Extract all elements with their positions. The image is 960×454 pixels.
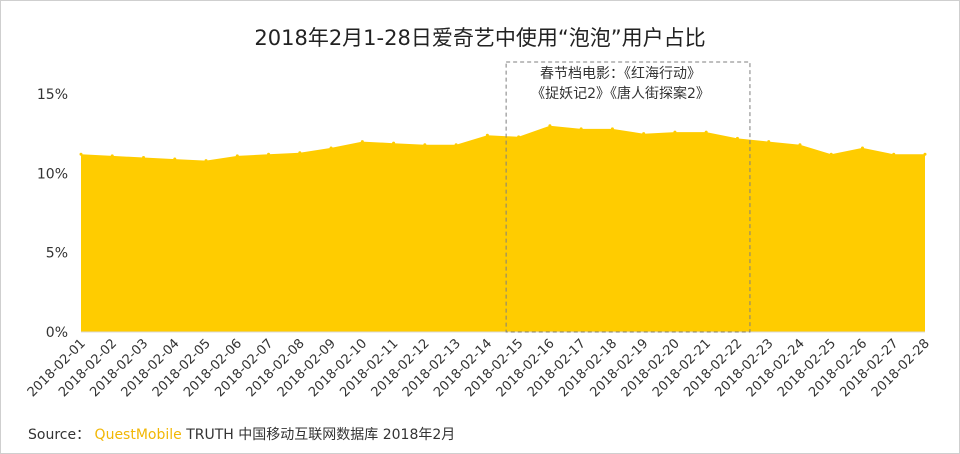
data-point [329, 146, 333, 150]
y-tick-label: 5% [46, 246, 68, 262]
data-point [923, 152, 927, 156]
data-point [829, 152, 833, 156]
annotation-box [505, 61, 751, 333]
data-point [735, 136, 739, 140]
data-point [642, 132, 646, 136]
data-point [267, 152, 271, 156]
y-tick-label: 10% [37, 166, 68, 182]
data-point [892, 152, 896, 156]
data-point [298, 151, 302, 155]
y-tick-label: 0% [46, 325, 68, 341]
chart-title: 2018年2月1-28日爱奇艺中使用“泡泡”用户占比 [254, 26, 706, 50]
data-point [767, 140, 771, 144]
data-point [204, 159, 208, 163]
data-point [579, 127, 583, 131]
source-brand: QuestMobile [94, 427, 182, 443]
area-fill [81, 125, 925, 332]
data-point [610, 127, 614, 131]
annotation-rect [505, 61, 751, 333]
data-point [704, 130, 708, 134]
x-axis: 2018-02-012018-02-022018-02-032018-02-04… [25, 336, 933, 400]
source-prefix: Source： [28, 427, 91, 443]
data-point [235, 154, 239, 158]
data-point [110, 154, 114, 158]
data-point [860, 146, 864, 150]
source-text: TRUTH 中国移动互联网数据库 2018年2月 [186, 427, 456, 443]
data-point [485, 133, 489, 137]
data-point [423, 143, 427, 147]
data-point [517, 135, 521, 139]
annotation-line-2: 《捉妖记2》《唐人街探案2》 [531, 86, 710, 102]
data-point [142, 155, 146, 159]
y-tick-label: 15% [37, 87, 68, 103]
data-point [79, 152, 83, 156]
data-point [454, 143, 458, 147]
data-point [673, 130, 677, 134]
data-point [798, 143, 802, 147]
annotation-line-1: 春节档电影：《红海行动》 [540, 66, 701, 82]
y-axis: 0% 5% 10% 15% [37, 87, 68, 341]
source-note: Source： QuestMobile TRUTH 中国移动互联网数据库 201… [28, 424, 455, 444]
data-point [548, 124, 552, 128]
data-point [173, 157, 177, 161]
data-point [360, 140, 364, 144]
data-point [392, 141, 396, 145]
area-series [79, 124, 927, 333]
annotation-label: 春节档电影：《红海行动》 《捉妖记2》《唐人街探案2》 [503, 64, 738, 104]
